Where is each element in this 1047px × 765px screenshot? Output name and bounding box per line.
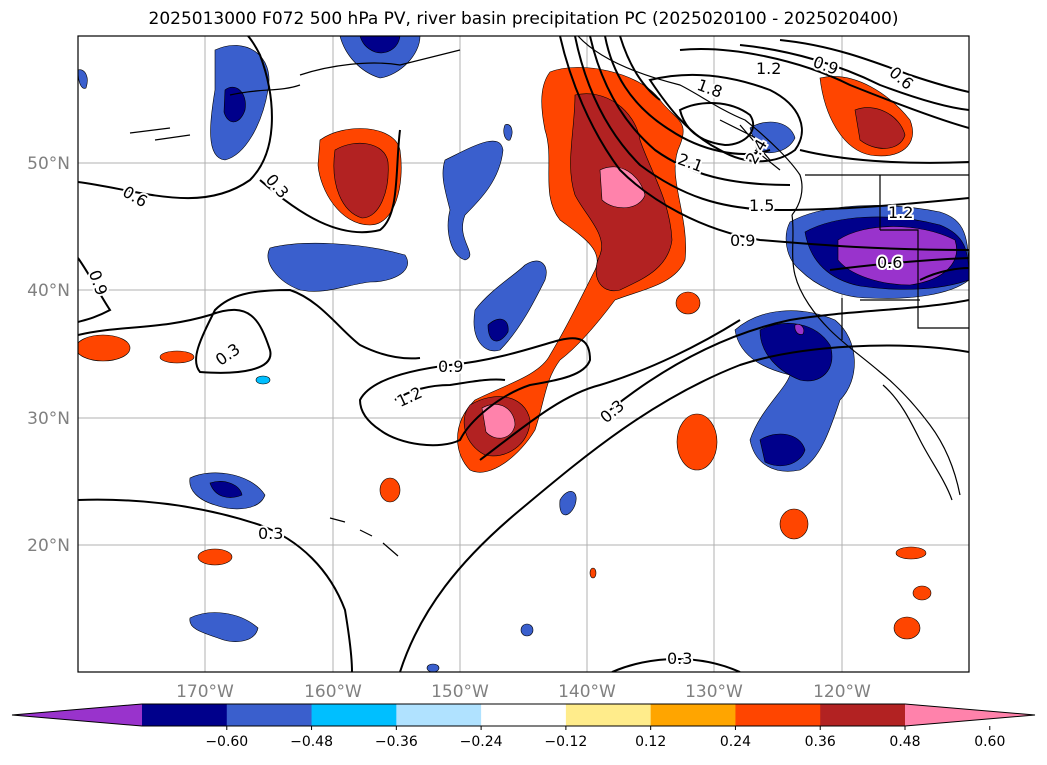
colorbar-swatch xyxy=(142,704,228,726)
precip-shading xyxy=(78,36,969,672)
contour-label: 0.9 xyxy=(438,357,463,376)
contour-label: 1.2 xyxy=(888,203,913,222)
colorbar-swatch xyxy=(565,704,652,726)
colorbar-swatch xyxy=(820,704,906,726)
colorbar-swatch xyxy=(396,704,482,726)
contour-label: 0.3 xyxy=(258,524,283,543)
colorbar-tick-label: −0.12 xyxy=(544,734,587,750)
lon-label: 130°W xyxy=(685,682,743,702)
coastlines xyxy=(129,36,969,557)
colorbar-extend-min xyxy=(12,704,142,726)
lat-label: 30°N xyxy=(27,409,70,429)
longitude-labels: 170°W 160°W 150°W 140°W 130°W 120°W xyxy=(176,682,871,702)
colorbar-swatch xyxy=(650,704,736,726)
colorbar-tick-label: 0.24 xyxy=(720,734,751,750)
contour-label: 0.6 xyxy=(877,253,902,272)
colorbar-swatch xyxy=(311,704,397,726)
colorbar-tick-label: 0.60 xyxy=(974,734,1005,750)
colorbar-swatch xyxy=(226,704,313,726)
map-title: 2025013000 F072 500 hPa PV, river basin … xyxy=(148,9,899,29)
colorbar-swatch xyxy=(481,704,567,726)
colorbar-swatch xyxy=(735,704,821,726)
lat-label: 50°N xyxy=(27,154,70,174)
lat-label: 40°N xyxy=(27,281,70,301)
contour-label: 1.5 xyxy=(749,196,774,215)
colorbar-tick-label: −0.60 xyxy=(205,734,248,750)
lon-label: 160°W xyxy=(304,682,362,702)
lon-label: 140°W xyxy=(558,682,616,702)
colorbar-tick-label: −0.36 xyxy=(375,734,418,750)
colorbar-outline xyxy=(11,703,1036,727)
colorbar-tick-label: 0.12 xyxy=(635,734,666,750)
contour-label: 1.2 xyxy=(756,59,781,78)
lon-label: 170°W xyxy=(176,682,234,702)
map-frame xyxy=(77,35,970,673)
pv-contours xyxy=(78,36,969,672)
colorbar-tick-label: 0.36 xyxy=(805,734,836,750)
colorbar-extend-max xyxy=(905,704,1035,726)
latitude-labels: 50°N 40°N 30°N 20°N xyxy=(27,154,70,556)
colorbar-tick-label: −0.24 xyxy=(460,734,503,750)
contour-label: 0.3 xyxy=(667,649,692,668)
colorbar-tick-label: −0.48 xyxy=(290,734,333,750)
colorbar-tick-label: 0.48 xyxy=(889,734,920,750)
colorbar: −0.60 −0.48 −0.36 −0.24 −0.12 0.12 0.24 0.36 0.4… xyxy=(11,703,1036,750)
lon-label: 150°W xyxy=(431,682,489,702)
lon-label: 120°W xyxy=(813,682,871,702)
lat-label: 20°N xyxy=(27,536,70,556)
contour-label: 0.9 xyxy=(730,231,755,250)
